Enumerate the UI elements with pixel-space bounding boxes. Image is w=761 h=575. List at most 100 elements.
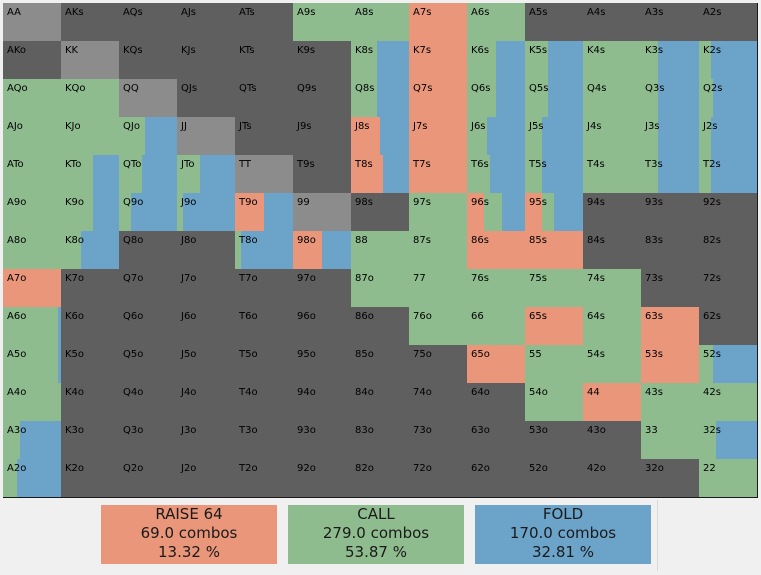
hand-cell-J2o[interactable]: J2o	[177, 459, 236, 498]
hand-cell-Q7o[interactable]: Q7o	[119, 269, 178, 308]
hand-cell-A9s[interactable]: A9s	[293, 3, 352, 42]
hand-cell-A8o[interactable]: A8o	[3, 231, 62, 270]
hand-cell-62o[interactable]: 62o	[467, 459, 526, 498]
hand-cell-AA[interactable]: AA	[3, 3, 62, 42]
hand-cell-QQ[interactable]: QQ	[119, 79, 178, 118]
hand-cell-A7s[interactable]: A7s	[409, 3, 468, 42]
hand-cell-K6s[interactable]: K6s	[467, 41, 526, 80]
hand-cell-A8s[interactable]: A8s	[351, 3, 410, 42]
hand-cell-95o[interactable]: 95o	[293, 345, 352, 384]
hand-cell-ATs[interactable]: ATs	[235, 3, 294, 42]
hand-cell-Q2o[interactable]: Q2o	[119, 459, 178, 498]
hand-cell-Q3o[interactable]: Q3o	[119, 421, 178, 460]
hand-cell-J9s[interactable]: J9s	[293, 117, 352, 156]
hand-cell-A6s[interactable]: A6s	[467, 3, 526, 42]
hand-cell-JJ[interactable]: JJ	[177, 117, 236, 156]
hand-cell-AJo[interactable]: AJo	[3, 117, 62, 156]
hand-cell-96o[interactable]: 96o	[293, 307, 352, 346]
hand-cell-T3s[interactable]: T3s	[641, 155, 700, 194]
hand-cell-A3o[interactable]: A3o	[3, 421, 62, 460]
hand-cell-K4o[interactable]: K4o	[61, 383, 120, 422]
hand-cell-TT[interactable]: TT	[235, 155, 294, 194]
hand-cell-AQs[interactable]: AQs	[119, 3, 178, 42]
hand-cell-A5o[interactable]: A5o	[3, 345, 62, 384]
hand-cell-T7s[interactable]: T7s	[409, 155, 468, 194]
hand-cell-T4o[interactable]: T4o	[235, 383, 294, 422]
hand-cell-K4s[interactable]: K4s	[583, 41, 642, 80]
hand-cell-A5s[interactable]: A5s	[525, 3, 584, 42]
hand-cell-76s[interactable]: 76s	[467, 269, 526, 308]
hand-cell-K9o[interactable]: K9o	[61, 193, 120, 232]
hand-cell-95s[interactable]: 95s	[525, 193, 584, 232]
hand-cell-T2o[interactable]: T2o	[235, 459, 294, 498]
hand-cell-Q5s[interactable]: Q5s	[525, 79, 584, 118]
hand-cell-J4o[interactable]: J4o	[177, 383, 236, 422]
hand-cell-83s[interactable]: 83s	[641, 231, 700, 270]
hand-cell-63s[interactable]: 63s	[641, 307, 700, 346]
hand-cell-KTo[interactable]: KTo	[61, 155, 120, 194]
hand-cell-KTs[interactable]: KTs	[235, 41, 294, 80]
hand-cell-54o[interactable]: 54o	[525, 383, 584, 422]
hand-cell-K2s[interactable]: K2s	[699, 41, 758, 80]
hand-cell-73s[interactable]: 73s	[641, 269, 700, 308]
hand-cell-98o[interactable]: 98o	[293, 231, 352, 270]
hand-cell-Q2s[interactable]: Q2s	[699, 79, 758, 118]
hand-cell-42s[interactable]: 42s	[699, 383, 758, 422]
hand-cell-Q3s[interactable]: Q3s	[641, 79, 700, 118]
hand-cell-53s[interactable]: 53s	[641, 345, 700, 384]
hand-cell-44[interactable]: 44	[583, 383, 642, 422]
hand-cell-J8s[interactable]: J8s	[351, 117, 410, 156]
hand-cell-K3s[interactable]: K3s	[641, 41, 700, 80]
hand-cell-Q6s[interactable]: Q6s	[467, 79, 526, 118]
hand-cell-94s[interactable]: 94s	[583, 193, 642, 232]
hand-cell-62s[interactable]: 62s	[699, 307, 758, 346]
hand-cell-43o[interactable]: 43o	[583, 421, 642, 460]
hand-cell-Q8o[interactable]: Q8o	[119, 231, 178, 270]
hand-cell-93s[interactable]: 93s	[641, 193, 700, 232]
hand-cell-J2s[interactable]: J2s	[699, 117, 758, 156]
hand-cell-JTo[interactable]: JTo	[177, 155, 236, 194]
hand-cell-J6s[interactable]: J6s	[467, 117, 526, 156]
hand-cell-42o[interactable]: 42o	[583, 459, 642, 498]
hand-cell-97s[interactable]: 97s	[409, 193, 468, 232]
hand-cell-74s[interactable]: 74s	[583, 269, 642, 308]
hand-cell-66[interactable]: 66	[467, 307, 526, 346]
hand-cell-22[interactable]: 22	[699, 459, 758, 498]
hand-cell-64s[interactable]: 64s	[583, 307, 642, 346]
hand-cell-A7o[interactable]: A7o	[3, 269, 62, 308]
hand-cell-Q6o[interactable]: Q6o	[119, 307, 178, 346]
hand-cell-QJs[interactable]: QJs	[177, 79, 236, 118]
hand-cell-Q7s[interactable]: Q7s	[409, 79, 468, 118]
hand-cell-84s[interactable]: 84s	[583, 231, 642, 270]
hand-cell-32o[interactable]: 32o	[641, 459, 700, 498]
hand-cell-A4o[interactable]: A4o	[3, 383, 62, 422]
hand-cell-J6o[interactable]: J6o	[177, 307, 236, 346]
hand-cell-T8o[interactable]: T8o	[235, 231, 294, 270]
hand-cell-T6s[interactable]: T6s	[467, 155, 526, 194]
hand-cell-92o[interactable]: 92o	[293, 459, 352, 498]
hand-cell-87s[interactable]: 87s	[409, 231, 468, 270]
hand-cell-87o[interactable]: 87o	[351, 269, 410, 308]
hand-cell-74o[interactable]: 74o	[409, 383, 468, 422]
hand-cell-K8s[interactable]: K8s	[351, 41, 410, 80]
hand-cell-A6o[interactable]: A6o	[3, 307, 62, 346]
hand-cell-73o[interactable]: 73o	[409, 421, 468, 460]
hand-cell-Q4s[interactable]: Q4s	[583, 79, 642, 118]
hand-cell-J9o[interactable]: J9o	[177, 193, 236, 232]
hand-cell-A9o[interactable]: A9o	[3, 193, 62, 232]
hand-cell-82o[interactable]: 82o	[351, 459, 410, 498]
hand-cell-76o[interactable]: 76o	[409, 307, 468, 346]
hand-cell-AKo[interactable]: AKo	[3, 41, 62, 80]
hand-cell-65s[interactable]: 65s	[525, 307, 584, 346]
hand-cell-T5s[interactable]: T5s	[525, 155, 584, 194]
hand-cell-32s[interactable]: 32s	[699, 421, 758, 460]
hand-cell-72s[interactable]: 72s	[699, 269, 758, 308]
hand-cell-86s[interactable]: 86s	[467, 231, 526, 270]
hand-cell-65o[interactable]: 65o	[467, 345, 526, 384]
hand-cell-K7o[interactable]: K7o	[61, 269, 120, 308]
hand-cell-83o[interactable]: 83o	[351, 421, 410, 460]
hand-cell-63o[interactable]: 63o	[467, 421, 526, 460]
hand-cell-85o[interactable]: 85o	[351, 345, 410, 384]
hand-cell-K3o[interactable]: K3o	[61, 421, 120, 460]
hand-cell-A2s[interactable]: A2s	[699, 3, 758, 42]
